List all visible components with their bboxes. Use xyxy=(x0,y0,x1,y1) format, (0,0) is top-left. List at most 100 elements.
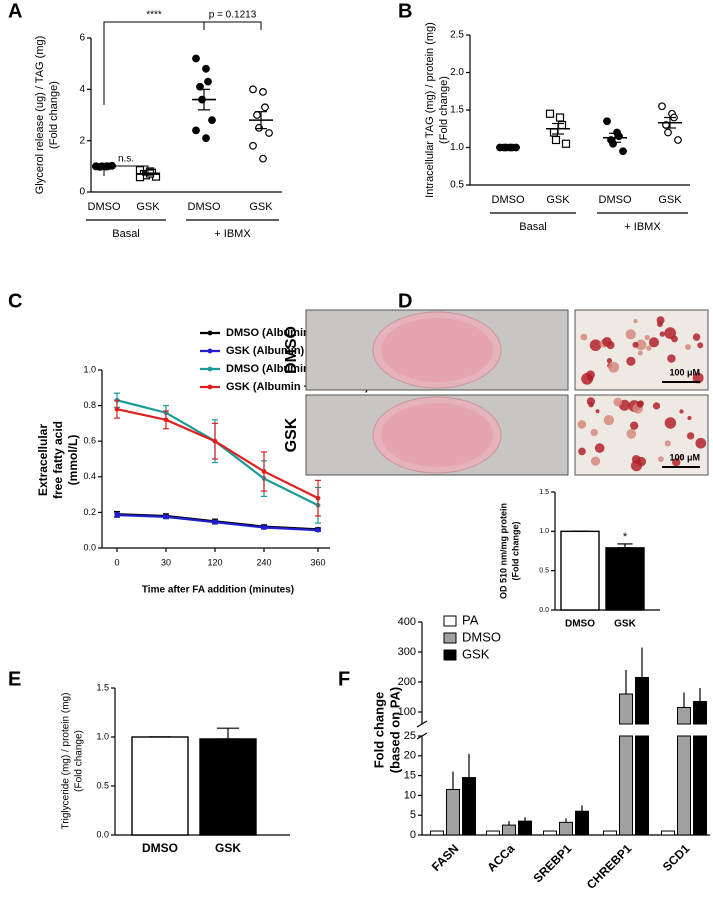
panel-letter: F xyxy=(338,668,350,690)
data-point xyxy=(545,109,555,118)
y-axis-label: (Fold change) xyxy=(48,81,60,149)
stained-cell xyxy=(578,447,586,456)
data-point xyxy=(658,102,666,111)
y-tick-label: 0.5 xyxy=(539,568,549,575)
stained-cell xyxy=(648,337,659,348)
x-tick-label: ACCa xyxy=(484,841,517,874)
x-tick-label: DMSO xyxy=(599,194,632,206)
annotation: p = 0.1213 xyxy=(209,10,257,21)
image-row-label: GSK xyxy=(283,417,300,452)
stained-cell xyxy=(664,327,677,339)
stained-cell xyxy=(590,428,598,437)
stained-cell xyxy=(630,421,639,430)
y-tick-label: 5 xyxy=(410,809,416,821)
stained-cell xyxy=(632,341,639,348)
stained-cell xyxy=(626,429,637,439)
bar xyxy=(502,824,516,836)
data-point xyxy=(249,85,257,94)
bar xyxy=(131,736,189,836)
y-tick-label: 0.2 xyxy=(83,507,96,517)
micrograph-row: 100 μM xyxy=(305,394,709,476)
stained-cell xyxy=(613,397,623,407)
y-axis-label: Glycerol release (ug) / TAG (mg) xyxy=(34,36,46,195)
y-axis-label: OD 510 nm/mg protein xyxy=(498,503,508,599)
y-tick-label: 2.5 xyxy=(450,30,464,41)
x-tick-label: GSK xyxy=(215,841,241,855)
bar-lower-part xyxy=(619,735,633,836)
stained-cell xyxy=(625,329,636,340)
data-point xyxy=(619,147,627,156)
stained-cell xyxy=(589,339,602,352)
stained-cell xyxy=(630,460,643,472)
significance-bracket xyxy=(103,21,205,105)
x-tick-label: DMSO xyxy=(492,194,525,206)
bar-lower-part xyxy=(693,735,707,836)
stained-cell xyxy=(608,361,620,373)
stained-cell xyxy=(633,318,638,324)
data-point xyxy=(315,495,321,501)
x-tick-label: DMSO xyxy=(142,841,178,855)
x-axis-label: Time after FA addition (minutes) xyxy=(142,585,294,596)
bar xyxy=(603,830,617,836)
dish-inner xyxy=(381,318,493,382)
y-tick-label: 0.4 xyxy=(83,471,96,481)
stained-cell xyxy=(659,331,665,337)
x-tick-label: GSK xyxy=(249,201,273,213)
y-axis-label: (mmol/L) xyxy=(66,435,80,486)
panel-letter: D xyxy=(398,290,412,312)
stained-cell xyxy=(667,354,676,363)
data-point xyxy=(557,120,567,130)
legend-label: DMSO (Albumin) xyxy=(226,327,314,339)
y-tick-label: 10 xyxy=(404,789,416,801)
data-line xyxy=(116,513,319,532)
data-point xyxy=(555,113,565,122)
data-point xyxy=(674,136,682,144)
data-point xyxy=(259,87,267,96)
image-row-label: DMSO xyxy=(283,326,300,374)
stained-cell xyxy=(695,437,707,449)
bar xyxy=(430,830,444,836)
data-point xyxy=(114,406,120,412)
group-label: + IBMX xyxy=(624,221,661,233)
stained-cell xyxy=(686,432,695,440)
stained-cell xyxy=(577,420,587,429)
bar xyxy=(199,738,257,836)
legend-label: DMSO xyxy=(462,629,501,644)
bar xyxy=(543,830,557,836)
y-tick-label: 6 xyxy=(79,33,85,44)
x-tick-label: 30 xyxy=(161,557,171,567)
stained-cell xyxy=(594,443,605,453)
data-point xyxy=(163,417,169,423)
data-point xyxy=(261,103,269,112)
y-axis-label: free fatty acid xyxy=(51,421,65,499)
y-tick-label: 300 xyxy=(398,646,416,658)
stained-cell xyxy=(580,333,588,341)
panel-letter: C xyxy=(8,290,22,312)
y-tick-label: 0 xyxy=(410,829,416,841)
stained-cell xyxy=(587,375,594,381)
stained-cell xyxy=(637,350,643,356)
stained-cell xyxy=(588,401,594,408)
legend-label: GSK (Albumin) xyxy=(226,345,305,357)
legend-marker xyxy=(207,348,213,354)
y-tick-label: 1.5 xyxy=(96,682,109,692)
y-tick-label: 1.0 xyxy=(96,731,109,741)
significance-bracket xyxy=(203,21,262,30)
y-tick-label: 100 xyxy=(398,706,416,718)
x-tick-label: GSK xyxy=(614,619,636,630)
stained-cell xyxy=(697,342,704,349)
legend-swatch xyxy=(443,632,457,644)
bar xyxy=(462,777,476,836)
bar xyxy=(560,530,600,611)
dish-inner xyxy=(381,403,493,467)
y-tick-label: 0.0 xyxy=(83,542,96,552)
y-tick-label: 400 xyxy=(398,616,416,628)
y-axis-label: (Fold change) xyxy=(74,730,85,792)
bar-upper-part xyxy=(635,677,649,725)
x-tick-label: FASN xyxy=(429,841,462,874)
y-tick-label: 1.0 xyxy=(539,528,549,535)
x-tick-label: DMSO xyxy=(88,201,121,213)
legend-marker xyxy=(207,366,213,372)
bar xyxy=(605,547,645,611)
data-point xyxy=(114,512,120,518)
